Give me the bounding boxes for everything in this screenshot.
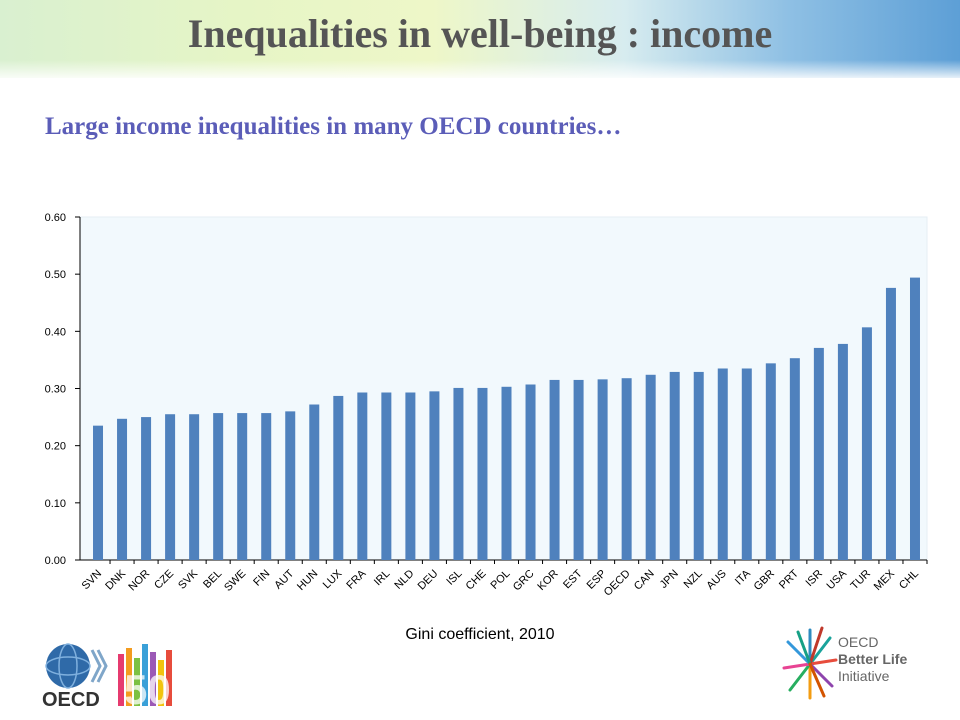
x-tick-label: SWE bbox=[222, 568, 248, 594]
bar-jpn bbox=[669, 371, 680, 560]
bar-est bbox=[573, 379, 584, 560]
x-tick-label: CZE bbox=[152, 568, 176, 592]
x-tick-label: BEL bbox=[201, 568, 224, 591]
bar-ita bbox=[741, 368, 752, 560]
x-tick-label: SVK bbox=[176, 567, 201, 592]
x-tick-label: USA bbox=[825, 567, 850, 592]
x-tick-label: FIN bbox=[251, 568, 272, 589]
x-tick-label: NZL bbox=[682, 568, 705, 591]
bar-gbr bbox=[765, 363, 776, 560]
bar-esp bbox=[597, 379, 608, 560]
bar-can bbox=[645, 374, 656, 560]
bar-oecd bbox=[621, 378, 632, 560]
bli-line-initiative: Initiative bbox=[838, 668, 890, 684]
bar-prt bbox=[789, 358, 800, 560]
y-tick-label: 0.30 bbox=[45, 384, 66, 396]
bar-deu bbox=[429, 391, 440, 560]
better-life-flower-icon bbox=[782, 626, 838, 700]
x-tick-label: IRL bbox=[372, 568, 393, 589]
bar-usa bbox=[837, 343, 848, 560]
bar-che bbox=[477, 387, 488, 560]
x-tick-label: CHL bbox=[897, 568, 921, 592]
x-tick-label: CHE bbox=[464, 568, 489, 593]
bar-cze bbox=[165, 414, 176, 560]
y-tick-label: 0.00 bbox=[45, 555, 66, 567]
x-tick-label: PRT bbox=[777, 567, 801, 591]
x-tick-label: GBR bbox=[752, 568, 777, 593]
x-tick-label: SVN bbox=[80, 568, 105, 593]
y-tick-label: 0.10 bbox=[45, 498, 66, 510]
bli-line-better-life: Better Life bbox=[838, 651, 908, 667]
bar-pol bbox=[501, 386, 512, 560]
bar-nzl bbox=[693, 371, 704, 560]
x-tick-label: DNK bbox=[103, 567, 128, 592]
bar-bel bbox=[213, 413, 224, 560]
bar-svn bbox=[93, 425, 104, 560]
y-tick-label: 0.50 bbox=[45, 269, 66, 281]
x-tick-label: JPN bbox=[658, 568, 681, 591]
x-tick-label: MEX bbox=[872, 567, 898, 593]
x-tick-label: TUR bbox=[849, 568, 874, 593]
bar-isl bbox=[453, 387, 464, 560]
oecd-50-text: 50 bbox=[124, 666, 171, 710]
bar-fra bbox=[357, 392, 368, 560]
x-tick-label: KOR bbox=[535, 568, 560, 593]
bar-nor bbox=[141, 417, 152, 560]
slide-subtitle: Large income inequalities in many OECD c… bbox=[45, 113, 622, 140]
bar-kor bbox=[549, 379, 560, 560]
bar-irl bbox=[381, 392, 392, 560]
bar-tur bbox=[861, 327, 872, 560]
bar-chl bbox=[909, 277, 920, 560]
bar-swe bbox=[237, 413, 248, 560]
title-banner bbox=[0, 0, 960, 78]
bar-mex bbox=[885, 287, 896, 560]
bar-hun bbox=[309, 404, 320, 560]
bar-svk bbox=[189, 414, 200, 560]
x-tick-label: DEU bbox=[416, 568, 441, 593]
chart-caption: Gini coefficient, 2010 bbox=[405, 626, 555, 643]
bar-aut bbox=[285, 411, 296, 560]
better-life-logo-text: OECD Better Life Initiative bbox=[838, 634, 907, 685]
x-tick-label: HUN bbox=[295, 568, 320, 593]
x-tick-label: ISR bbox=[804, 568, 825, 589]
bli-line-oecd: OECD bbox=[838, 634, 879, 650]
x-tick-label: GRC bbox=[511, 568, 537, 594]
x-tick-label: CAN bbox=[632, 568, 657, 593]
x-tick-label: LUX bbox=[321, 567, 345, 591]
y-tick-label: 0.40 bbox=[45, 326, 66, 338]
x-tick-label: AUT bbox=[272, 567, 296, 591]
x-tick-label: ISL bbox=[444, 568, 464, 588]
x-tick-label: AUS bbox=[704, 568, 728, 592]
bar-grc bbox=[525, 384, 536, 560]
y-tick-label: 0.20 bbox=[45, 441, 66, 453]
page-title: Inequalities in well-being : income bbox=[187, 11, 773, 56]
bar-lux bbox=[333, 395, 344, 560]
x-tick-label: EST bbox=[561, 567, 585, 591]
x-tick-label: NLD bbox=[392, 568, 416, 592]
chart-area: 0.00 0.10 0.20 0.30 0.40 0.50 0.60 SVN DNK NOR CZE… bbox=[0, 200, 960, 620]
bar-fin bbox=[261, 413, 272, 560]
x-tick-label: POL bbox=[489, 568, 513, 592]
bar-aus bbox=[717, 368, 728, 560]
oecd-50-logo: OECD 50 bbox=[42, 643, 172, 710]
x-tick-label: NOR bbox=[126, 568, 152, 594]
globe-icon bbox=[46, 644, 90, 688]
bar-isr bbox=[813, 347, 824, 560]
oecd-logo-text: OECD bbox=[42, 689, 100, 710]
bar-dnk bbox=[117, 418, 128, 560]
x-tick-label: OECD bbox=[602, 568, 633, 599]
bar-nld bbox=[405, 392, 416, 560]
y-tick-label: 0.60 bbox=[45, 212, 66, 224]
x-tick-label: FRA bbox=[344, 567, 369, 592]
